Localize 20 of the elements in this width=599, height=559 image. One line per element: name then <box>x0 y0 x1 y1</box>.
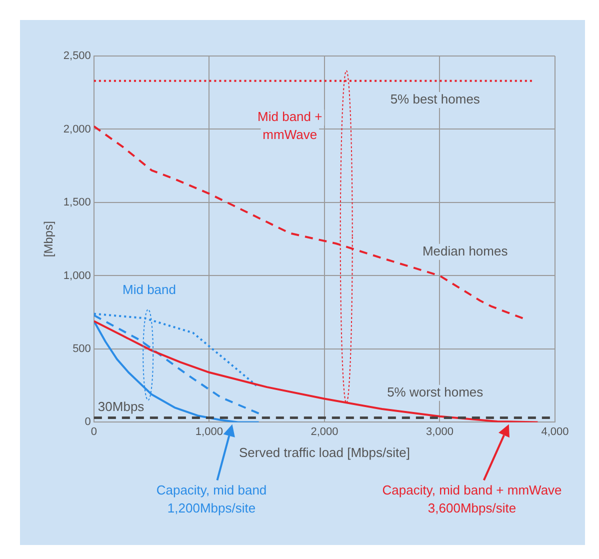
x-tick-label: 3,000 <box>426 426 454 438</box>
y-axis-title: [Mbps] <box>42 221 56 258</box>
x-axis-title: Served traffic load [Mbps/site] <box>238 444 410 460</box>
annotation: Median homes <box>422 243 508 258</box>
x-tick-label: 1,000 <box>195 426 223 438</box>
y-tick-label: 500 <box>72 342 91 355</box>
text: Capacity, mid band + mmWave 3,600Mbps/site <box>382 482 562 516</box>
annotation: 5% best homes <box>390 92 480 107</box>
y-tick-label: 2,500 <box>63 50 91 62</box>
annotation: 5% worst homes <box>387 384 484 400</box>
x-tick-label: 4,000 <box>541 426 569 438</box>
annotation: Mid band + mmWave <box>258 109 322 142</box>
x-tick-label: 2,000 <box>310 426 338 438</box>
y-tick-label: 1,000 <box>63 270 91 282</box>
y-tick-label: 2,000 <box>63 123 91 136</box>
ref-line-label: 30Mbps <box>98 398 145 414</box>
text: Capacity, mid band 1,200Mbps/site <box>156 482 267 516</box>
y-tick-label: 0 <box>84 416 91 428</box>
annotation: Mid band <box>122 282 176 297</box>
y-tick-label: 1,500 <box>63 196 91 209</box>
